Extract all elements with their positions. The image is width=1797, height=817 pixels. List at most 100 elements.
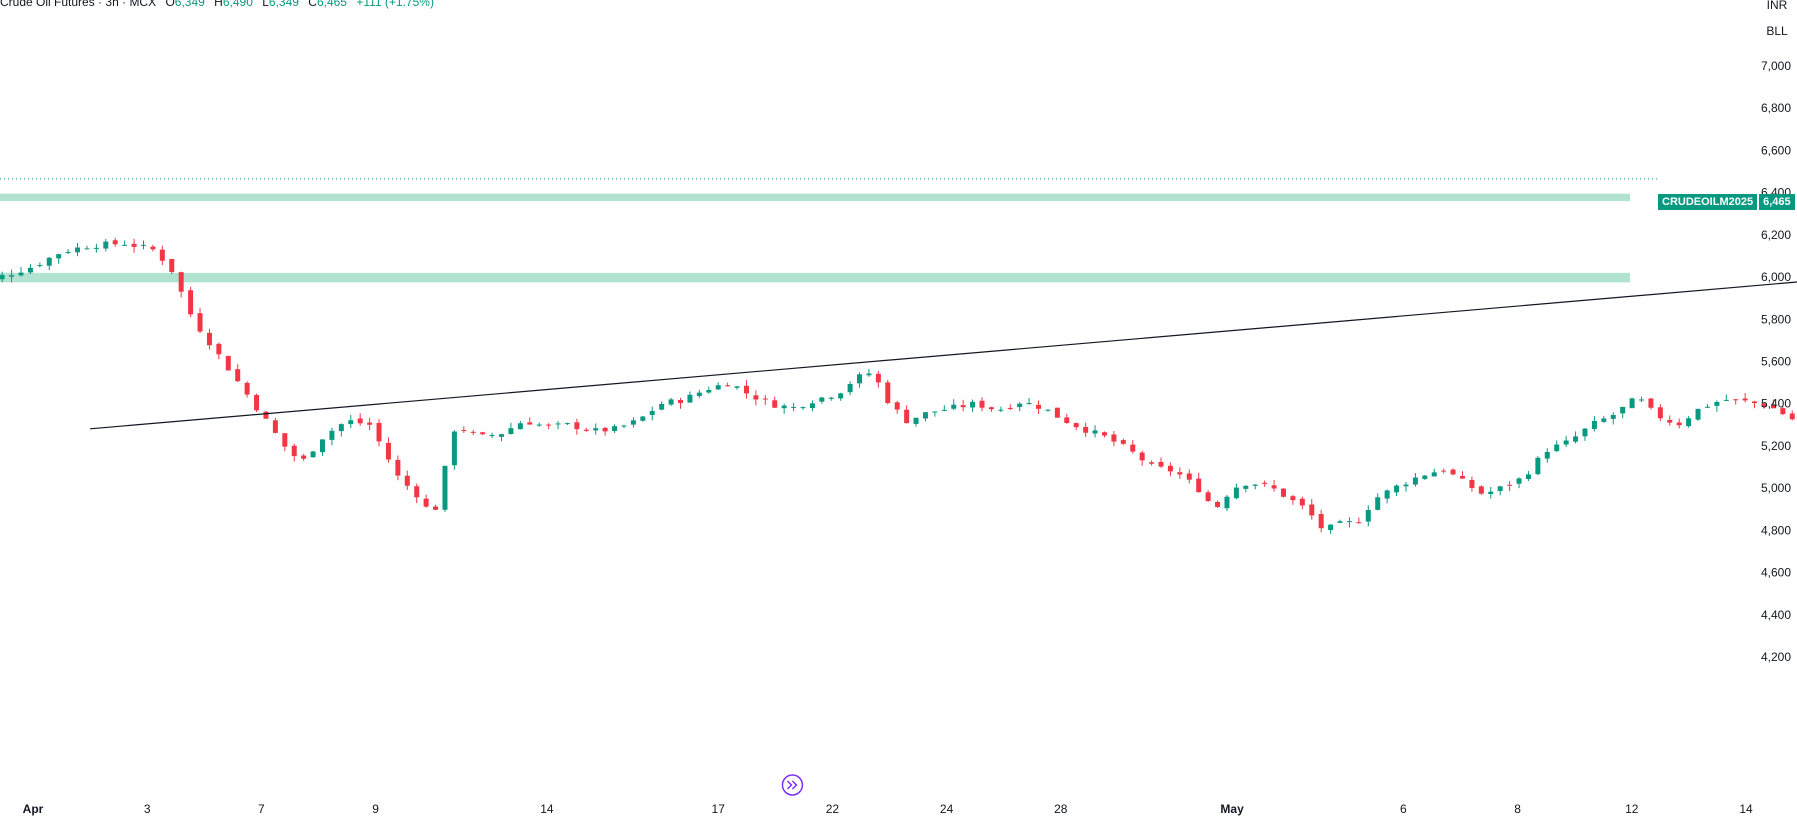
time-axis[interactable]: Apr3791417222428May6812141620222628Jun46… xyxy=(23,802,1797,816)
candle xyxy=(1459,471,1465,479)
candle xyxy=(1629,397,1635,409)
candle xyxy=(1469,476,1475,492)
support-resistance-zones xyxy=(0,193,1630,283)
candlesticks xyxy=(0,237,1795,534)
candle xyxy=(1733,398,1739,405)
candle xyxy=(46,256,52,271)
candle xyxy=(1017,402,1023,412)
candle xyxy=(1780,406,1786,415)
close-label: C xyxy=(308,0,317,9)
high-value: 6,490 xyxy=(222,0,253,9)
candle xyxy=(1610,412,1616,425)
candle xyxy=(1563,435,1569,447)
candle xyxy=(206,328,212,350)
trendlines[interactable] xyxy=(90,134,1797,460)
unit-label[interactable]: BLL xyxy=(1766,24,1788,38)
candle xyxy=(1667,415,1673,426)
candle xyxy=(414,483,420,504)
candle xyxy=(1120,438,1126,445)
high-label: H xyxy=(214,0,223,9)
candle xyxy=(1507,480,1513,492)
candle xyxy=(0,271,5,283)
candle xyxy=(1478,485,1484,495)
candle xyxy=(103,238,109,252)
candle xyxy=(263,410,269,419)
x-tick-label: 8 xyxy=(1514,802,1521,816)
candle xyxy=(1516,477,1522,489)
candle xyxy=(1535,456,1541,476)
candle xyxy=(857,372,863,388)
candle xyxy=(451,430,457,470)
candle xyxy=(150,244,156,252)
price-axis[interactable]: 7,0006,8006,6006,4006,2006,0005,8005,600… xyxy=(1761,59,1791,664)
candle xyxy=(461,426,467,433)
candle xyxy=(715,382,721,390)
candle xyxy=(37,262,43,268)
candle xyxy=(169,258,175,275)
currency-label[interactable]: INR xyxy=(1766,0,1788,12)
candle xyxy=(433,504,439,510)
candle xyxy=(1186,469,1192,484)
candle xyxy=(1101,431,1107,438)
candle xyxy=(800,406,806,410)
fast-forward-icon[interactable] xyxy=(781,774,804,796)
candle xyxy=(706,386,712,394)
candle xyxy=(640,416,646,422)
candle xyxy=(1441,468,1447,474)
zone-band-1[interactable] xyxy=(0,272,1630,283)
low-value: 6,349 xyxy=(268,0,299,9)
symbol-name[interactable]: Crude Oil Futures xyxy=(0,0,95,9)
candle xyxy=(687,391,693,403)
candle xyxy=(1309,499,1315,520)
candle xyxy=(621,424,627,429)
candle xyxy=(1657,404,1663,422)
candle xyxy=(1252,484,1258,490)
y-tick-label: 5,600 xyxy=(1761,355,1791,369)
candle xyxy=(1356,517,1362,524)
candle xyxy=(1233,483,1239,500)
y-tick-label: 5,000 xyxy=(1761,481,1791,495)
candle xyxy=(1639,396,1645,402)
zone-band-0[interactable] xyxy=(0,193,1630,202)
x-tick-label: 14 xyxy=(540,802,554,816)
candle xyxy=(1036,400,1042,414)
candle xyxy=(235,364,241,383)
candle xyxy=(1704,404,1710,409)
candle xyxy=(809,400,815,412)
candle xyxy=(970,399,976,413)
candle xyxy=(951,399,957,411)
y-tick-label: 4,400 xyxy=(1761,608,1791,622)
candle xyxy=(499,433,505,442)
candle xyxy=(178,271,184,298)
candle xyxy=(319,439,325,456)
event-markers[interactable] xyxy=(781,774,1797,796)
candle xyxy=(1573,431,1579,444)
candle xyxy=(1130,439,1136,454)
candle xyxy=(140,240,146,250)
candle xyxy=(791,402,797,412)
candle xyxy=(395,455,401,481)
x-tick-label: 22 xyxy=(826,802,840,816)
candle xyxy=(1648,397,1654,410)
candle xyxy=(489,432,495,439)
last-price-symbol: CRUDEOILM2025 xyxy=(1658,194,1758,210)
candle xyxy=(941,405,947,412)
candle xyxy=(470,429,476,436)
candle xyxy=(376,419,382,447)
candle xyxy=(1196,472,1202,493)
candle xyxy=(1488,486,1494,499)
candle xyxy=(1554,440,1560,452)
candle xyxy=(1092,425,1098,438)
exchange-label: MCX xyxy=(129,0,157,9)
candle xyxy=(1111,431,1117,447)
candle xyxy=(65,249,71,255)
trendline-upper[interactable] xyxy=(90,134,1797,430)
candle xyxy=(1544,448,1550,463)
candle xyxy=(734,385,740,390)
candle xyxy=(772,396,778,409)
interval-label[interactable]: 3h xyxy=(105,0,119,9)
candle xyxy=(847,381,853,396)
candle xyxy=(1695,408,1701,421)
candle xyxy=(282,433,288,452)
